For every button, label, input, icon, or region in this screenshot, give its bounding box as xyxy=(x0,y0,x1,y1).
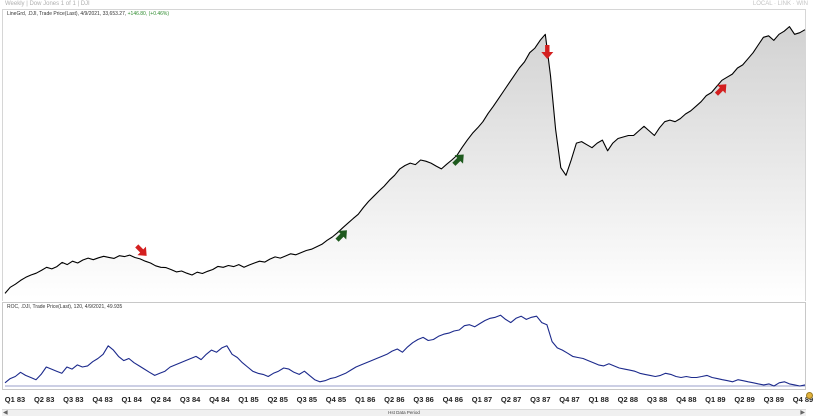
scroll-left-arrow-icon[interactable]: ◀ xyxy=(3,410,8,416)
x-tick-label: Q3 86 xyxy=(413,395,434,404)
x-tick-label: Q1 83 xyxy=(4,395,26,404)
x-tick-label: Q4 84 xyxy=(209,395,230,404)
x-tick-label: Q2 84 xyxy=(150,395,172,404)
x-tick-label: Q1 88 xyxy=(588,395,609,404)
x-tick-label: Q1 87 xyxy=(471,395,493,404)
roc-line xyxy=(4,314,806,387)
x-tick-label: Q3 88 xyxy=(646,395,668,404)
x-tick-label: Q4 83 xyxy=(92,395,113,404)
x-tick-label: Q2 88 xyxy=(617,395,639,404)
down-arrow-icon-1 xyxy=(135,244,147,256)
up-arrow-icon-5 xyxy=(714,84,727,96)
x-tick-label: Q1 84 xyxy=(121,395,142,404)
x-tick-label: Q2 87 xyxy=(500,395,522,404)
x-tick-label: Q3 85 xyxy=(296,395,318,404)
x-tick-label: Q2 83 xyxy=(33,395,55,404)
down-arrow-icon-4 xyxy=(541,45,554,59)
scrollbar-caption: Hst Data Period xyxy=(388,410,420,415)
x-tick-label: Q4 87 xyxy=(559,395,580,404)
price-series xyxy=(4,26,806,298)
price-legend: LineGrd, .DJI, Trade Price(Last), 4/9/20… xyxy=(7,11,169,17)
x-tick-label: Q1 89 xyxy=(705,395,726,404)
x-tick-label: Q4 89 xyxy=(792,395,814,404)
x-tick-label: Q4 86 xyxy=(442,395,464,404)
roc-indicator-pane[interactable]: ROC, .DJI, Trade Price(Last), 120, 4/9/2… xyxy=(2,302,806,390)
x-axis-quarters: Q1 83 Q2 83 Q3 83 Q4 83 Q1 84 Q2 84 Q3 84 Q4 84… xyxy=(0,395,814,409)
price-chart-pane[interactable]: LineGrd, .DJI, Trade Price(Last), 4/9/20… xyxy=(2,9,806,301)
x-tick-label: Q1 86 xyxy=(354,395,376,404)
window-controls[interactable]: LOCAL · LINK · WIN xyxy=(752,1,808,7)
price-legend-text: LineGrd, .DJI, Trade Price(Last), 4/9/20… xyxy=(7,11,127,17)
x-tick-label: Q3 89 xyxy=(763,395,785,404)
x-tick-label: Q3 83 xyxy=(63,395,84,404)
x-tick-label: Q4 85 xyxy=(325,395,347,404)
price-line xyxy=(4,26,806,294)
x-tick-label: Q2 89 xyxy=(734,395,755,404)
settings-corner-icon[interactable] xyxy=(806,392,813,399)
roc-series xyxy=(4,314,806,387)
price-area-fill xyxy=(5,26,805,298)
scroll-right-arrow-icon[interactable]: ▶ xyxy=(800,410,805,416)
x-tick-label: Q3 84 xyxy=(179,395,201,404)
annotation-arrows xyxy=(135,45,727,256)
x-tick-label: Q1 85 xyxy=(238,395,259,404)
window-title: Weekly | Dow Jones 1 of 1 | DJI xyxy=(5,1,90,7)
x-tick-label: Q2 86 xyxy=(384,395,405,404)
x-tick-label: Q3 87 xyxy=(530,395,551,404)
roc-legend: ROC, .DJI, Trade Price(Last), 120, 4/9/2… xyxy=(7,304,123,310)
x-tick-label: Q2 85 xyxy=(267,395,288,404)
up-arrow-icon-2 xyxy=(335,230,347,242)
up-arrow-icon-3 xyxy=(452,154,464,166)
x-tick-label: Q4 88 xyxy=(676,395,697,404)
history-scrollbar[interactable]: ◀ Hst Data Period ▶ xyxy=(2,409,806,416)
price-legend-change: +146.80, (+0.46%) xyxy=(127,11,170,17)
